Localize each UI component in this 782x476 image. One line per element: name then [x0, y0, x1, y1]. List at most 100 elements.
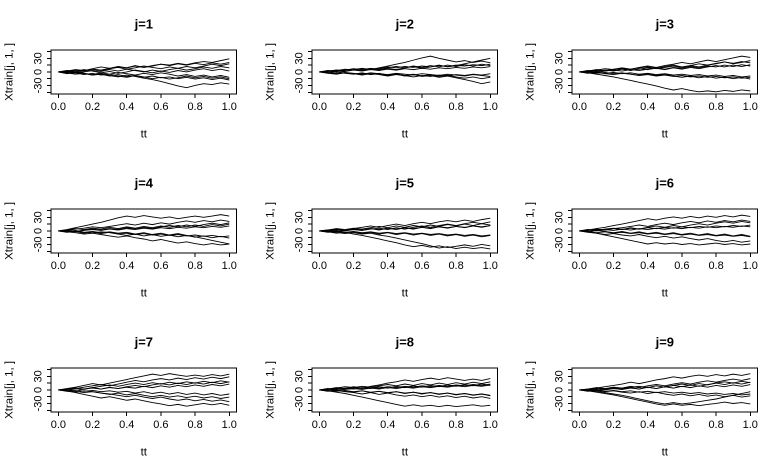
series-line: [58, 230, 230, 238]
series-line: [318, 221, 491, 233]
x-tick-label: 0.0: [51, 418, 66, 430]
panel-title: j=7: [134, 334, 153, 349]
x-axis-label: tt: [141, 287, 148, 299]
series-group: [318, 376, 491, 407]
x-tick-label: 0.0: [311, 101, 326, 113]
series-line: [58, 375, 230, 390]
series-line: [579, 389, 751, 398]
series-line: [579, 230, 751, 243]
x-tick-label: 0.0: [51, 101, 66, 113]
y-tick-label: 0: [293, 386, 305, 392]
x-tick-label: 1.0: [743, 260, 758, 272]
y-tick-label: 0: [32, 69, 44, 75]
y-tick-label: 0: [32, 386, 44, 392]
panel-title: j=5: [394, 175, 413, 190]
subplot-j=6: j=6 -30 0 30 0.0 0.2 0.4 0.6 0.8 1.0 tt Xtrain[j, 1…: [521, 159, 782, 318]
y-axis-label: Xtrain[j, 1, ]: [3, 202, 15, 260]
x-tick-label: 0.4: [640, 418, 655, 430]
y-tick-label: 30: [32, 52, 44, 64]
x-axis-label: tt: [662, 128, 669, 140]
subplot-svg: j=3 -30 0 30 0.0 0.2 0.4 0.6 0.8 1.0 tt Xtrain[j, 1…: [525, 16, 759, 140]
series-line: [579, 214, 751, 232]
series-group: [318, 55, 491, 85]
x-tick-label: 0.0: [572, 260, 587, 272]
series-line: [579, 381, 751, 391]
x-tick-label: 0.8: [448, 418, 463, 430]
x-tick-label: 1.0: [482, 418, 497, 430]
subplot-svg: j=2 -30 0 30 0.0 0.2 0.4 0.6 0.8 1.0 tt Xtrain[j, 1…: [264, 16, 498, 140]
series-line: [58, 389, 230, 402]
x-tick-label: 0.8: [187, 418, 202, 430]
x-tick-label: 0.6: [153, 418, 168, 430]
y-tick-label: 0: [293, 228, 305, 234]
x-tick-label: 1.0: [222, 260, 237, 272]
x-tick-label: 0.6: [675, 418, 690, 430]
subplot-j=3: j=3 -30 0 30 0.0 0.2 0.4 0.6 0.8 1.0 tt Xtrain[j, 1…: [521, 0, 782, 159]
series-line: [318, 230, 491, 238]
y-tick-label: -30: [32, 78, 44, 94]
series-line: [318, 389, 491, 396]
x-tick-label: 0.2: [85, 260, 100, 272]
y-tick-label: -30: [32, 236, 44, 252]
subplot-j=5: j=5 -30 0 30 0.0 0.2 0.4 0.6 0.8 1.0 tt Xtrain[j, 1…: [261, 159, 522, 318]
panel-title: j=1: [134, 16, 153, 31]
subplot-j=2: j=2 -30 0 30 0.0 0.2 0.4 0.6 0.8 1.0 tt Xtrain[j, 1…: [261, 0, 522, 159]
y-tick-label: 30: [554, 211, 566, 223]
x-axis-label: tt: [662, 287, 669, 299]
series-line: [58, 213, 230, 232]
y-axis-label: Xtrain[j, 1, ]: [264, 202, 276, 260]
x-tick-label: 1.0: [743, 101, 758, 113]
x-tick-label: 0.2: [606, 101, 621, 113]
x-tick-label: 0.0: [572, 418, 587, 430]
series-group: [58, 58, 230, 89]
series-line: [579, 71, 751, 78]
series-line: [318, 380, 491, 390]
x-tick-label: 0.8: [187, 101, 202, 113]
x-tick-label: 0.8: [709, 101, 724, 113]
y-tick-label: 30: [32, 211, 44, 223]
series-line: [579, 220, 751, 232]
x-tick-label: 0.2: [606, 260, 621, 272]
series-line: [58, 372, 230, 390]
x-tick-label: 0.8: [709, 418, 724, 430]
x-tick-label: 0.0: [572, 101, 587, 113]
x-tick-label: 0.8: [187, 260, 202, 272]
y-tick-label: 0: [554, 386, 566, 392]
y-axis-label: Xtrain[j, 1, ]: [3, 360, 15, 418]
y-axis-label: Xtrain[j, 1, ]: [525, 360, 537, 418]
series-line: [58, 219, 230, 232]
x-tick-label: 0.6: [675, 260, 690, 272]
subplot-j=1: j=1 -30 0 30 0.0 0.2 0.4 0.6 0.8 1.0 tt Xtrain[j, 1…: [0, 0, 261, 159]
series-line: [579, 389, 751, 406]
x-tick-label: 0.8: [709, 260, 724, 272]
x-axis-label: tt: [141, 128, 148, 140]
x-tick-label: 0.0: [51, 260, 66, 272]
series-line: [58, 229, 230, 245]
x-tick-label: 0.6: [675, 101, 690, 113]
series-line: [318, 224, 491, 232]
series-group: [58, 213, 230, 246]
x-tick-label: 0.6: [414, 418, 429, 430]
series-line: [318, 376, 491, 390]
y-tick-label: 0: [554, 228, 566, 234]
series-group: [579, 55, 751, 93]
series-line: [58, 66, 230, 74]
y-tick-label: 30: [293, 52, 305, 64]
x-axis-label: tt: [401, 446, 408, 458]
series-line: [579, 71, 751, 79]
series-line: [58, 380, 230, 390]
series-line: [579, 389, 751, 404]
series-line: [579, 230, 751, 246]
x-tick-label: 0.6: [153, 260, 168, 272]
y-tick-label: -30: [32, 395, 44, 411]
x-axis-label: tt: [401, 287, 408, 299]
series-line: [58, 222, 230, 232]
panel-title: j=8: [394, 334, 413, 349]
y-tick-label: 30: [293, 370, 305, 382]
subplot-svg: j=7 -30 0 30 0.0 0.2 0.4 0.6 0.8 1.0 tt Xtrain[j, 1…: [3, 334, 238, 458]
subplot-j=4: j=4 -30 0 30 0.0 0.2 0.4 0.6 0.8 1.0 tt Xtrain[j, 1…: [0, 159, 261, 318]
x-tick-label: 0.8: [448, 260, 463, 272]
subplot-svg: j=4 -30 0 30 0.0 0.2 0.4 0.6 0.8 1.0 tt Xtrain[j, 1…: [3, 175, 238, 299]
x-tick-label: 0.4: [119, 418, 134, 430]
